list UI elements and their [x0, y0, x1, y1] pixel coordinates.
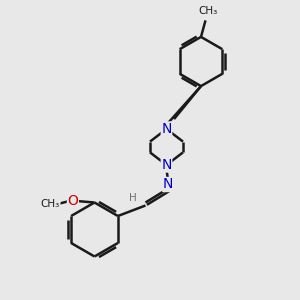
Text: O: O [68, 194, 78, 208]
Text: N: N [161, 122, 172, 136]
Text: CH₃: CH₃ [41, 199, 60, 209]
Text: CH₃: CH₃ [198, 6, 217, 16]
Text: H: H [129, 193, 137, 203]
Text: N: N [161, 158, 172, 172]
Text: N: N [163, 178, 173, 191]
